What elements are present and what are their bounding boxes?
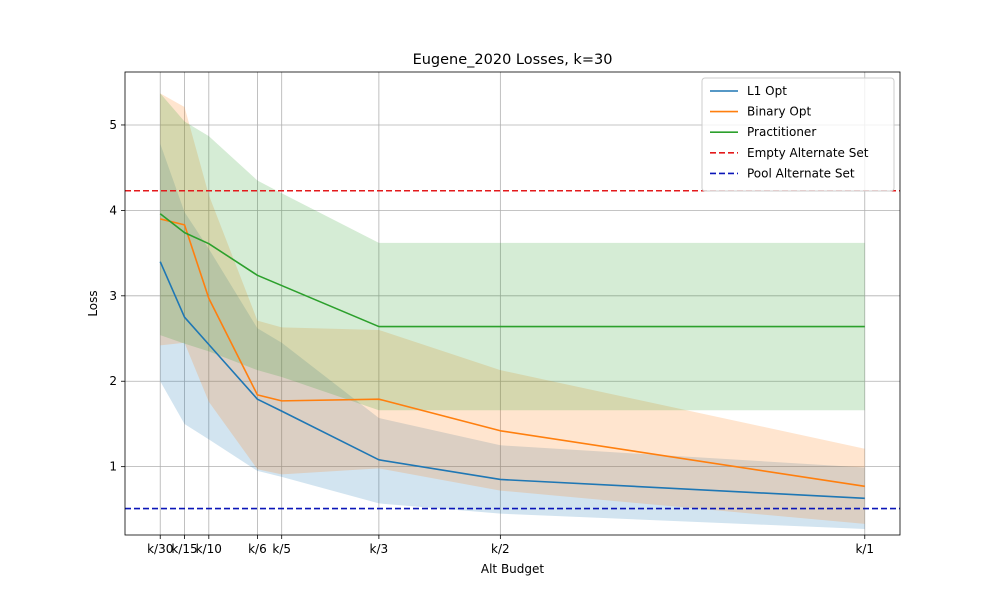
legend-label: Practitioner bbox=[747, 125, 816, 139]
y-tick-label: 2 bbox=[109, 374, 117, 388]
series-lines bbox=[159, 213, 865, 500]
x-axis-title: Alt Budget bbox=[481, 562, 545, 576]
legend-label: L1 Opt bbox=[747, 84, 787, 98]
plot-area-frame bbox=[124, 71, 901, 536]
y-tick-label: 3 bbox=[109, 289, 117, 303]
x-tick-label: k/6 bbox=[248, 542, 267, 556]
y-tick-label: 1 bbox=[109, 460, 117, 474]
legend-label: Empty Alternate Set bbox=[747, 146, 869, 160]
line-practitioner bbox=[159, 213, 865, 328]
x-tick-label: k/2 bbox=[491, 542, 510, 556]
line-binary-opt bbox=[160, 218, 865, 488]
x-axis-ticks: k/30k/15k/10 k/6 k/5 k/3 k/2 k/1 bbox=[147, 535, 874, 556]
legend-label: Pool Alternate Set bbox=[747, 166, 855, 180]
x-tick-label: k/10 bbox=[196, 542, 222, 556]
x-tick-label: k/1 bbox=[855, 542, 874, 556]
y-tick-label: 4 bbox=[109, 203, 117, 217]
x-tick-label: k/15 bbox=[171, 542, 197, 556]
band-practitioner bbox=[160, 93, 865, 411]
y-axis-ticks: 1 2 3 4 5 bbox=[109, 118, 125, 474]
x-tick-label: k/5 bbox=[272, 542, 291, 556]
line-l1-opt bbox=[159, 261, 865, 500]
legend-label: Binary Opt bbox=[747, 105, 811, 119]
band-binary-opt bbox=[160, 93, 865, 524]
band-l1-opt bbox=[160, 143, 865, 530]
y-axis-title: Loss bbox=[86, 290, 100, 316]
legend: L1 Opt Binary Opt Practitioner Empty Altern… bbox=[701, 77, 895, 192]
legend-box bbox=[701, 77, 895, 192]
y-tick-label: 5 bbox=[109, 118, 117, 132]
reference-lines bbox=[125, 189, 900, 510]
x-tick-label: k/30 bbox=[147, 542, 173, 556]
confidence-bands bbox=[160, 93, 865, 530]
x-tick-label: k/3 bbox=[370, 542, 389, 556]
chart-title: Eugene_2020 Losses, k=30 bbox=[413, 52, 613, 68]
